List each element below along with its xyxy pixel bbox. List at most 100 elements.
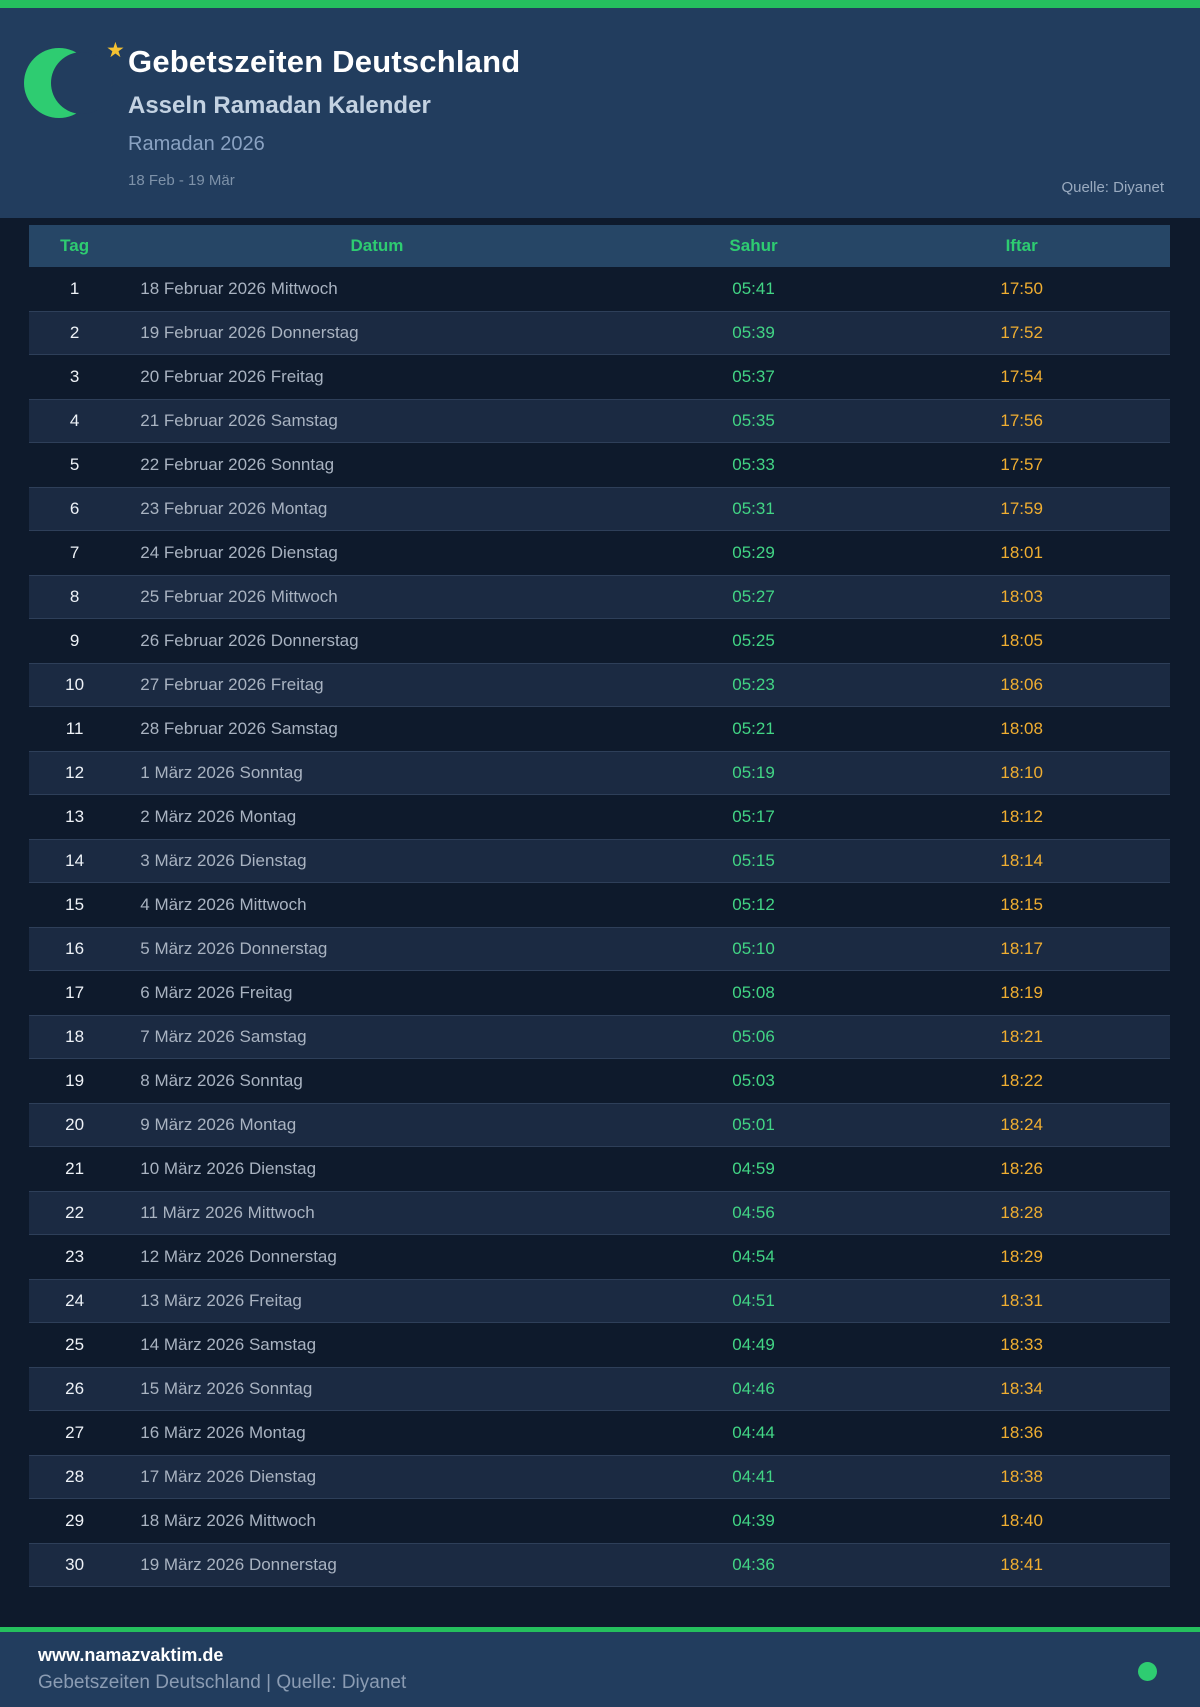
- date-cell: 19 März 2026 Donnerstag: [140, 1555, 337, 1574]
- date-cell: 14 März 2026 Samstag: [140, 1335, 317, 1354]
- day-number-cell: 22: [65, 1203, 85, 1222]
- day-number-cell: 2: [69, 323, 80, 342]
- table-row: 27 16 März 2026 Montag 04:44 18:36: [29, 1411, 1170, 1455]
- iftar-time-cell: 18:33: [1000, 1335, 1043, 1354]
- table-row: 5 22 Februar 2026 Sonntag 05:33 17:57: [29, 443, 1170, 487]
- table-row: 9 26 Februar 2026 Donnerstag 05:25 18:05: [29, 619, 1170, 663]
- day-number-cell: 17: [65, 983, 85, 1002]
- sahur-time-cell: 04:36: [732, 1555, 775, 1574]
- sahur-time-cell: 05:19: [732, 763, 775, 782]
- sahur-time-cell: 04:46: [732, 1379, 775, 1398]
- moon-cutout: [51, 52, 113, 114]
- date-cell: 27 Februar 2026 Freitag: [140, 675, 324, 694]
- source-label: Quelle: Diyanet: [1061, 179, 1164, 196]
- sahur-time-cell: 04:39: [732, 1511, 775, 1530]
- iftar-time-cell: 18:10: [1000, 763, 1043, 782]
- sahur-time-cell: 04:56: [732, 1203, 775, 1222]
- day-number-cell: 1: [69, 279, 80, 298]
- sahur-time-cell: 05:29: [732, 543, 775, 562]
- date-cell: 28 Februar 2026 Samstag: [140, 719, 338, 738]
- footer-accent-bar: [0, 1627, 1200, 1632]
- day-number-cell: 13: [65, 807, 85, 826]
- sahur-time-cell: 05:31: [732, 499, 775, 518]
- day-number-cell: 26: [65, 1379, 85, 1398]
- iftar-time-cell: 18:15: [1000, 895, 1043, 914]
- table-row: 1 18 Februar 2026 Mittwoch 05:41 17:50: [29, 267, 1170, 311]
- table-row: 23 12 März 2026 Donnerstag 04:54 18:29: [29, 1235, 1170, 1279]
- green-dot-indicator: [1138, 1662, 1157, 1681]
- date-cell: 12 März 2026 Donnerstag: [140, 1247, 337, 1266]
- day-number-cell: 16: [65, 939, 85, 958]
- sahur-time-cell: 05:01: [732, 1115, 775, 1134]
- date-cell: 6 März 2026 Freitag: [140, 983, 293, 1002]
- sahur-time-cell: 05:06: [732, 1027, 775, 1046]
- sahur-time-cell: 05:27: [732, 587, 775, 606]
- top-accent-bar: [0, 0, 1200, 8]
- day-number-cell: 12: [65, 763, 85, 782]
- iftar-time-cell: 18:12: [1000, 807, 1043, 826]
- iftar-time-cell: 18:29: [1000, 1247, 1043, 1266]
- day-number-cell: 19: [65, 1071, 85, 1090]
- date-cell: 25 Februar 2026 Mittwoch: [140, 587, 338, 606]
- date-cell: 8 März 2026 Sonntag: [140, 1071, 303, 1090]
- date-cell: 23 Februar 2026 Montag: [140, 499, 328, 518]
- page-header: ★ Gebetszeiten Deutschland Asseln Ramada…: [0, 8, 1200, 218]
- sahur-time-cell: 05:41: [732, 279, 775, 298]
- day-number-cell: 29: [65, 1511, 85, 1530]
- table-row: 2 19 Februar 2026 Donnerstag 05:39 17:52: [29, 311, 1170, 355]
- iftar-time-cell: 18:03: [1000, 587, 1043, 606]
- date-cell: 20 Februar 2026 Freitag: [140, 367, 324, 386]
- iftar-time-cell: 18:19: [1000, 983, 1043, 1002]
- sahur-time-cell: 05:17: [732, 807, 775, 826]
- table-row: 12 1 März 2026 Sonntag 05:19 18:10: [29, 751, 1170, 795]
- iftar-time-cell: 17:50: [1000, 279, 1043, 298]
- day-number-cell: 18: [65, 1027, 85, 1046]
- sahur-time-cell: 04:51: [732, 1291, 775, 1310]
- sahur-time-cell: 04:49: [732, 1335, 775, 1354]
- sahur-time-cell: 05:35: [732, 411, 775, 430]
- table-row: 10 27 Februar 2026 Freitag 05:23 18:06: [29, 663, 1170, 707]
- date-cell: 18 Februar 2026 Mittwoch: [140, 279, 338, 298]
- day-number-cell: 27: [65, 1423, 85, 1442]
- page-subtitle: Asseln Ramadan Kalender: [128, 92, 431, 119]
- table-row: 15 4 März 2026 Mittwoch 05:12 18:15: [29, 883, 1170, 927]
- table-row: 11 28 Februar 2026 Samstag 05:21 18:08: [29, 707, 1170, 751]
- date-cell: 17 März 2026 Dienstag: [140, 1467, 317, 1486]
- date-cell: 2 März 2026 Montag: [140, 807, 297, 826]
- day-number-cell: 11: [65, 719, 84, 738]
- sahur-time-cell: 05:03: [732, 1071, 775, 1090]
- table-row: 21 10 März 2026 Dienstag 04:59 18:26: [29, 1147, 1170, 1191]
- table-body: 1 18 Februar 2026 Mittwoch 05:41 17:50 2…: [29, 267, 1170, 1587]
- sahur-time-cell: 05:37: [732, 367, 775, 386]
- sahur-time-cell: 05:10: [732, 939, 775, 958]
- iftar-time-cell: 17:54: [1000, 367, 1043, 386]
- table-row: 26 15 März 2026 Sonntag 04:46 18:34: [29, 1367, 1170, 1411]
- table-row: 4 21 Februar 2026 Samstag 05:35 17:56: [29, 399, 1170, 443]
- iftar-time-cell: 18:24: [1000, 1115, 1043, 1134]
- table-row: 18 7 März 2026 Samstag 05:06 18:21: [29, 1015, 1170, 1059]
- table-row: 22 11 März 2026 Mittwoch 04:56 18:28: [29, 1191, 1170, 1235]
- iftar-time-cell: 17:59: [1000, 499, 1043, 518]
- table-header-row: Tag Datum Sahur Iftar: [29, 225, 1170, 267]
- table-row: 6 23 Februar 2026 Montag 05:31 17:59: [29, 487, 1170, 531]
- date-cell: 10 März 2026 Dienstag: [140, 1159, 317, 1178]
- table-row: 8 25 Februar 2026 Mittwoch 05:27 18:03: [29, 575, 1170, 619]
- column-header-iftar: Iftar: [1005, 236, 1038, 255]
- day-number-cell: 20: [65, 1115, 85, 1134]
- date-cell: 16 März 2026 Montag: [140, 1423, 306, 1442]
- main-content: Tag Datum Sahur Iftar 1 18 Februar 2026 …: [0, 225, 1200, 1627]
- period-label: Ramadan 2026: [128, 133, 265, 155]
- sahur-time-cell: 04:59: [732, 1159, 775, 1178]
- table-row: 13 2 März 2026 Montag 05:17 18:12: [29, 795, 1170, 839]
- sahur-time-cell: 05:23: [732, 675, 775, 694]
- table-row: 20 9 März 2026 Montag 05:01 18:24: [29, 1103, 1170, 1147]
- iftar-time-cell: 18:06: [1000, 675, 1043, 694]
- date-cell: 3 März 2026 Dienstag: [140, 851, 307, 870]
- date-cell: 21 Februar 2026 Samstag: [140, 411, 338, 430]
- sahur-time-cell: 05:15: [732, 851, 775, 870]
- website-link[interactable]: www.namazvaktim.de: [38, 1645, 224, 1665]
- day-number-cell: 3: [69, 367, 80, 386]
- day-number-cell: 8: [69, 587, 80, 606]
- iftar-time-cell: 18:38: [1000, 1467, 1043, 1486]
- date-cell: 22 Februar 2026 Sonntag: [140, 455, 335, 474]
